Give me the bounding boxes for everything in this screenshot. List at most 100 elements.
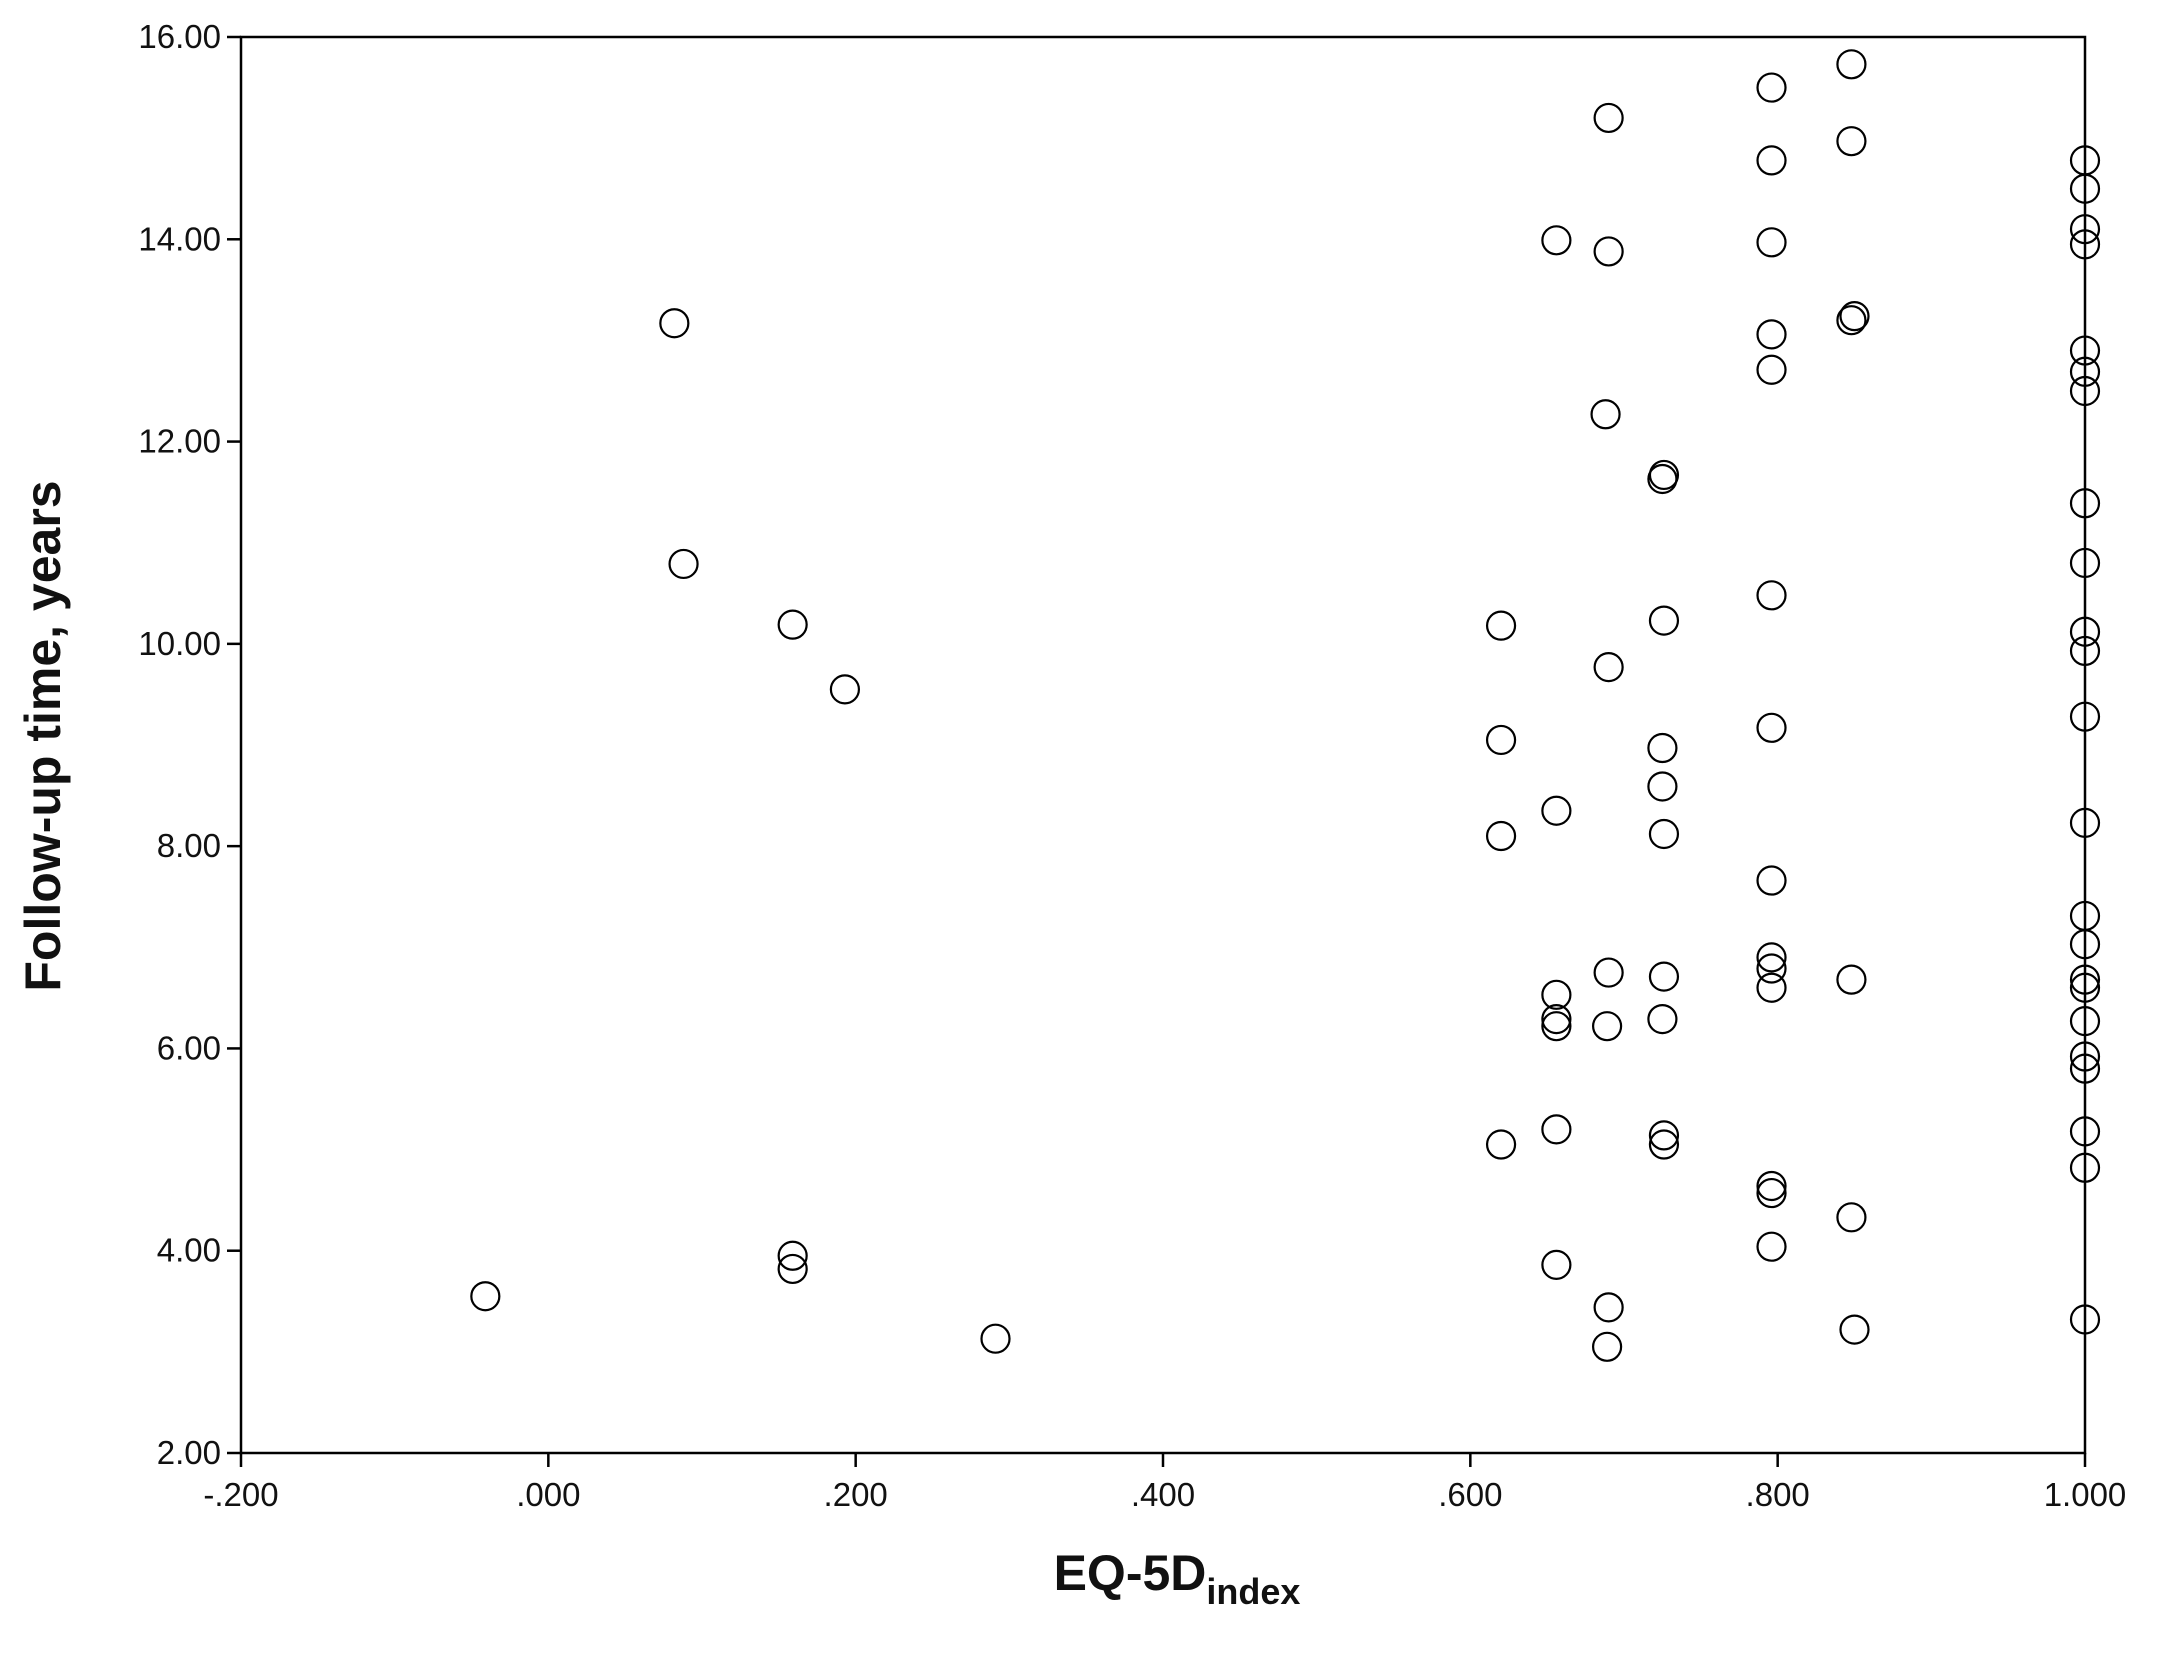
y-tick-label: 12.00 xyxy=(138,423,221,460)
point xyxy=(1756,865,1787,896)
point xyxy=(1593,957,1624,988)
point xyxy=(2069,547,2101,579)
point xyxy=(1839,301,1870,332)
point xyxy=(2069,972,2101,1003)
point xyxy=(1648,605,1680,636)
point xyxy=(1591,1011,1623,1042)
point xyxy=(1590,399,1621,430)
x-tick-label: -.200 xyxy=(203,1476,278,1513)
x-tick-label: .200 xyxy=(824,1476,888,1513)
point xyxy=(1593,652,1624,683)
point xyxy=(1756,942,1787,973)
y-tick-label: 16.00 xyxy=(138,18,221,55)
y-tick-label: 6.00 xyxy=(157,1029,221,1066)
point xyxy=(777,1240,808,1271)
point xyxy=(2069,701,2101,732)
point xyxy=(1647,771,1678,802)
y-tick-label: 8.00 xyxy=(157,827,221,864)
point xyxy=(668,548,699,580)
point xyxy=(1485,820,1517,852)
point xyxy=(1541,1003,1572,1035)
point xyxy=(1836,49,1867,80)
point xyxy=(1836,305,1867,336)
point xyxy=(2069,964,2101,995)
point xyxy=(1593,236,1624,267)
point xyxy=(1756,1170,1787,1202)
point xyxy=(1756,712,1787,743)
x-tick-label: .800 xyxy=(1746,1476,1810,1513)
point xyxy=(777,1253,808,1285)
point xyxy=(829,674,861,705)
point xyxy=(1647,1003,1678,1035)
point xyxy=(777,609,808,640)
point xyxy=(2069,1304,2101,1335)
x-tick-label: .600 xyxy=(1438,1476,1502,1513)
y-tick-label: 2.00 xyxy=(157,1434,221,1471)
point xyxy=(1648,961,1680,992)
point xyxy=(1647,732,1678,764)
point xyxy=(1541,795,1572,826)
point xyxy=(1836,1202,1867,1233)
x-axis-label-subscript: index xyxy=(1206,1571,1300,1612)
point xyxy=(980,1323,1011,1354)
point xyxy=(2069,335,2101,366)
point xyxy=(2069,1116,2101,1147)
point xyxy=(2069,488,2101,519)
point xyxy=(1836,126,1867,157)
point xyxy=(1593,1292,1624,1323)
point xyxy=(1485,724,1517,756)
point xyxy=(2069,807,2101,838)
point xyxy=(2069,616,2101,647)
point xyxy=(1541,225,1572,256)
point xyxy=(2069,214,2101,245)
point xyxy=(1756,1231,1787,1262)
point xyxy=(1541,1249,1572,1280)
point xyxy=(470,1281,501,1312)
point xyxy=(2069,1006,2101,1037)
point xyxy=(1756,72,1787,103)
y-tick-label: 14.00 xyxy=(138,220,221,257)
point xyxy=(1756,354,1787,385)
point xyxy=(659,308,690,339)
point xyxy=(1541,979,1572,1010)
point xyxy=(2069,929,2101,960)
y-axis-label: Follow-up time, years xyxy=(15,480,71,991)
point xyxy=(1756,145,1787,176)
point xyxy=(1541,1114,1572,1145)
point xyxy=(1648,1120,1680,1151)
point xyxy=(1648,1129,1680,1160)
point xyxy=(1541,1011,1572,1042)
point xyxy=(2069,375,2101,407)
point xyxy=(2069,1053,2101,1084)
point xyxy=(2069,635,2101,667)
point xyxy=(1647,463,1678,495)
y-tick-label: 10.00 xyxy=(138,625,221,662)
point xyxy=(1591,1331,1623,1362)
point xyxy=(1756,972,1787,1003)
point xyxy=(1839,1314,1870,1345)
point xyxy=(1756,1177,1787,1209)
point xyxy=(1836,964,1867,995)
point xyxy=(1648,818,1680,850)
point xyxy=(1756,319,1787,350)
point xyxy=(1485,610,1517,641)
point xyxy=(1756,953,1787,984)
y-tick-label: 4.00 xyxy=(157,1232,221,1269)
point xyxy=(2069,356,2101,387)
point xyxy=(2069,1041,2101,1072)
x-tick-label: 1.000 xyxy=(2044,1476,2127,1513)
plot-frame xyxy=(239,35,2087,1455)
point xyxy=(2069,1152,2101,1183)
point xyxy=(1593,102,1624,134)
point xyxy=(1756,227,1787,258)
x-axis-label: EQ-5Dindex xyxy=(1054,1545,1301,1612)
x-axis-label-main: EQ-5D xyxy=(1054,1545,1207,1601)
point xyxy=(1756,580,1787,611)
point xyxy=(2069,229,2101,260)
x-tick-label: .400 xyxy=(1131,1476,1195,1513)
point xyxy=(2069,173,2101,204)
x-tick-label: .000 xyxy=(516,1476,580,1513)
point xyxy=(1485,1129,1517,1160)
